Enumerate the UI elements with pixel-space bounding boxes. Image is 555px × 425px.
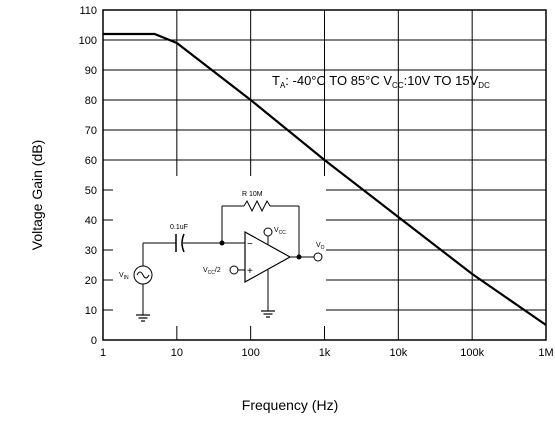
vcc2-label: VCC/2 <box>203 267 221 276</box>
resistor-symbol <box>243 199 271 213</box>
x-tick-label: 1 <box>100 347 106 359</box>
vo-terminal <box>313 252 323 262</box>
vcc2-terminal <box>229 265 239 275</box>
x-tick-label: 100 <box>241 347 259 359</box>
capacitor-label: 0.1uF <box>170 224 188 231</box>
y-tick-label: 80 <box>85 95 97 107</box>
y-tick-label: 70 <box>85 125 97 137</box>
vin-label: VIN <box>119 272 129 281</box>
noninverting-sign: + <box>247 266 253 277</box>
y-tick-label: 10 <box>85 305 97 317</box>
capacitor-plate-right <box>181 233 185 253</box>
schematic-inset: R 10M 0.1uF VCC VO VIN VCC/2 − + <box>113 176 326 326</box>
y-tick-label: 40 <box>85 215 97 227</box>
y-tick-label: 110 <box>79 5 97 17</box>
plot-frame <box>102 9 547 341</box>
x-tick-label: 100k <box>460 347 484 359</box>
vo-label: VO <box>316 242 325 251</box>
x-tick-labels: 1 10 100 1k 10k 100k 1M <box>100 347 554 359</box>
y-tick-label: 100 <box>79 35 97 47</box>
y-axis-title: Voltage Gain (dB) <box>29 140 45 251</box>
schematic-background <box>113 176 326 326</box>
inverting-sign: − <box>247 239 253 250</box>
x-tick-label: 10k <box>389 347 407 359</box>
ac-sine-icon <box>136 271 150 279</box>
y-tick-label: 30 <box>85 245 97 257</box>
y-tick-labels: 0 10 20 30 40 50 60 70 80 90 100 110 <box>79 5 97 347</box>
y-tick-label: 60 <box>85 155 97 167</box>
y-tick-label: 20 <box>85 275 97 287</box>
y-tick-label: 90 <box>85 65 97 77</box>
y-tick-label: 0 <box>91 335 97 347</box>
resistor-label: R 10M <box>242 191 263 198</box>
x-tick-label: 1M <box>538 347 553 359</box>
annotation-text: TA: -40°C TO 85°C VCC:10V TO 15VDC <box>272 73 490 90</box>
vcc-label: VCC <box>274 227 286 236</box>
vcc-terminal <box>263 227 273 237</box>
y-tick-label: 50 <box>85 185 97 197</box>
x-tick-label: 1k <box>319 347 331 359</box>
x-axis-title: Frequency (Hz) <box>242 397 338 413</box>
x-tick-label: 10 <box>171 347 183 359</box>
gain-curve-line <box>103 32 547 326</box>
